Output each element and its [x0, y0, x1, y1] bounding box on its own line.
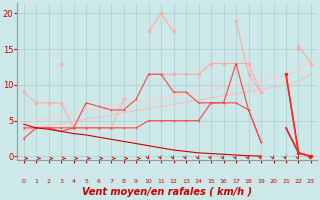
X-axis label: Vent moyen/en rafales ( km/h ): Vent moyen/en rafales ( km/h ) — [82, 187, 252, 197]
